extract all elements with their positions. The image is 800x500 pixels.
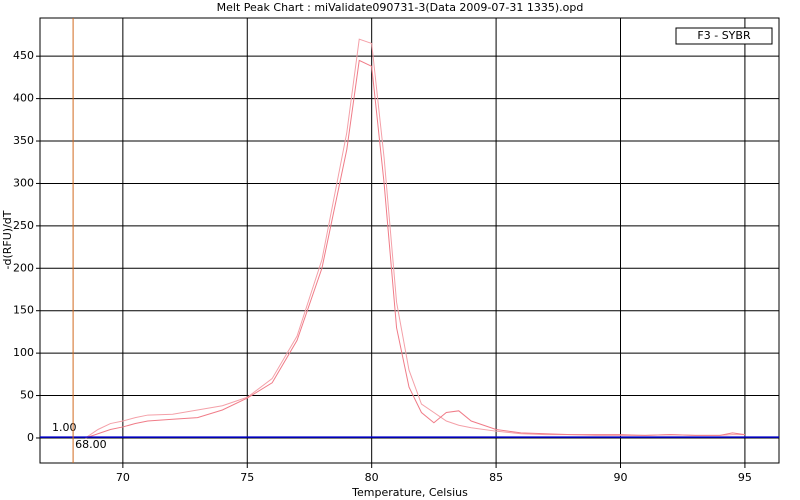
melt-curve: [85, 59, 745, 439]
y-tick-label: 450: [13, 49, 34, 62]
x-tick-label: 95: [738, 471, 752, 484]
x-axis-label: Temperature, Celsius: [351, 486, 468, 499]
x-tick-label: 70: [116, 471, 130, 484]
y-tick-label: 300: [13, 176, 34, 189]
x-tick-label: 75: [240, 471, 254, 484]
y-tick-label: 0: [27, 431, 34, 444]
chart-title: Melt Peak Chart : miValidate090731-3(Dat…: [217, 1, 584, 14]
y-tick-label: 150: [13, 304, 34, 317]
y-tick-label: 200: [13, 261, 34, 274]
y-tick-label: 100: [13, 346, 34, 359]
x-tick-label: 85: [489, 471, 503, 484]
y-axis-label: -d(RFU)/dT: [1, 210, 14, 269]
y-tick-label: 350: [13, 134, 34, 147]
x-tick-label: 80: [365, 471, 379, 484]
y-tick-label: 400: [13, 92, 34, 105]
plot-area: [39, 17, 780, 464]
x-tick-label: 90: [614, 471, 628, 484]
y-tick-label: 50: [20, 389, 34, 402]
y-tick-label: 250: [13, 219, 34, 232]
legend-box: [675, 27, 773, 45]
threshold-label: 1.00: [52, 421, 77, 434]
marker-label: 68.00: [75, 438, 107, 451]
legend-label: F3 - SYBR: [697, 29, 751, 42]
melt-curve: [85, 38, 745, 439]
